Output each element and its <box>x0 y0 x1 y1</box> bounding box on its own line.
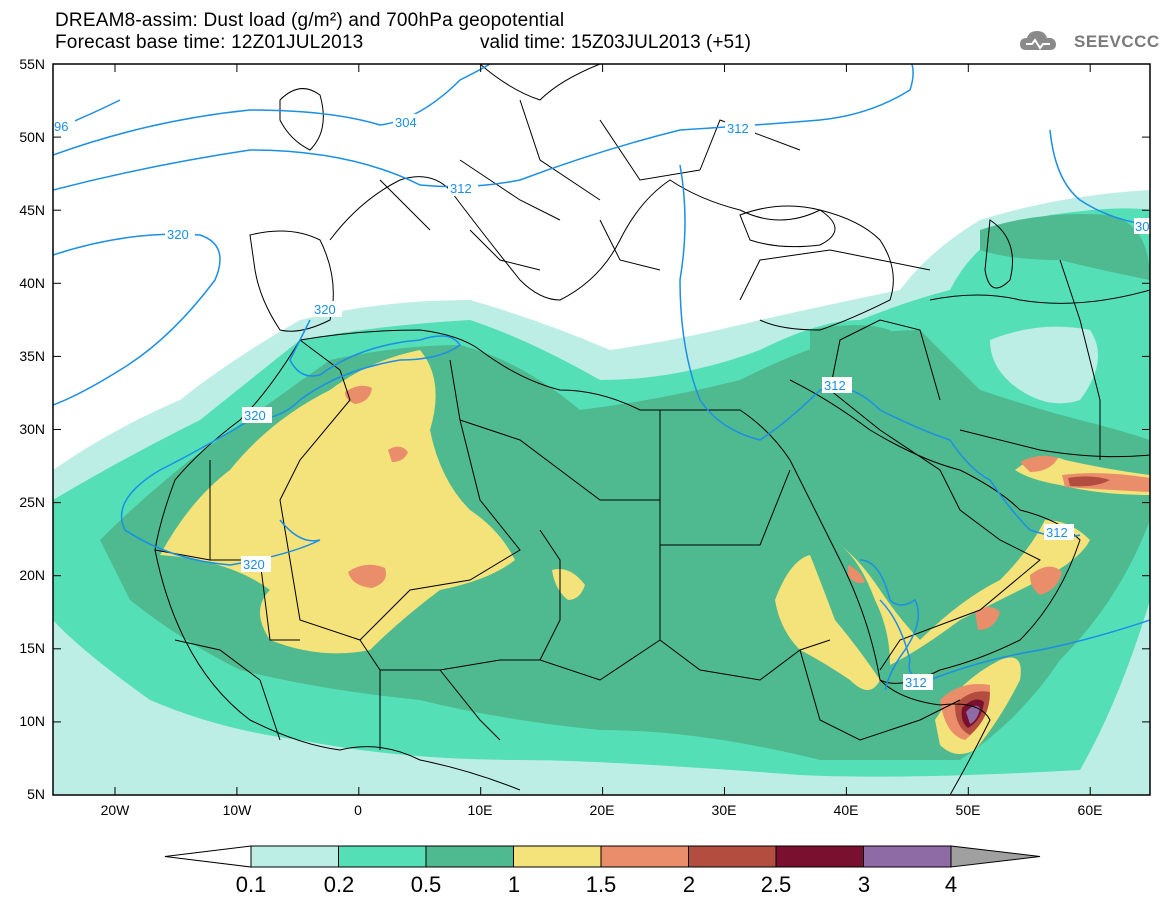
coastline-blacksea <box>739 205 836 248</box>
colorbar-labels: 0.1 0.2 0.5 1 1.5 2 2.5 3 4 <box>236 872 957 897</box>
contour-312-south <box>879 599 1150 681</box>
border-chad <box>539 529 661 681</box>
border-turkey <box>739 249 931 301</box>
cloud-icon <box>1020 31 1056 50</box>
lon-label: 60E <box>1078 802 1103 818</box>
map-title: DREAM8-assim: Dust load (g/m²) and 700hP… <box>55 10 565 31</box>
forecast-base-time: Forecast base time: 12Z01JUL2013 <box>55 32 364 53</box>
border-iran-east <box>1059 259 1101 460</box>
contour-label: 320 <box>167 227 189 242</box>
colorbar-label: 4 <box>945 872 957 897</box>
dust-level-1.5-e <box>1030 566 1062 595</box>
lat-label: 25N <box>19 494 45 510</box>
contour-label: 320 <box>243 557 265 572</box>
lon-label: 50E <box>956 802 981 818</box>
longitude-ticks <box>114 64 1091 795</box>
dust-level-1.5-d <box>848 565 865 584</box>
dust-level-1.5-h <box>1020 455 1058 472</box>
lat-label: 15N <box>19 640 45 656</box>
lon-label: 10E <box>468 802 493 818</box>
contour-312-north <box>53 64 914 191</box>
colorbar-label: 2.5 <box>761 872 792 897</box>
lon-label: 0 <box>354 802 362 818</box>
colorbar-label: 0.2 <box>324 872 355 897</box>
latitude-axis: 55N 50N 45N 40N 35N 30N 25N 20N 15N 10N … <box>19 56 1150 802</box>
colorbar-label: 3 <box>858 872 870 897</box>
border-ethiopia <box>799 649 961 741</box>
contour-label: 312 <box>727 121 749 136</box>
dust-level-1.5-f <box>975 607 1000 630</box>
contour-labels: 96 304 312 312 320 320 320 320 312 312 3… <box>53 114 1150 690</box>
lat-label: 20N <box>19 567 45 583</box>
contour-label: 320 <box>314 302 336 317</box>
longitude-axis: 20W 10W 0 10E 20E 30E 40E 50E 60E <box>101 64 1103 818</box>
contour-label: 320 <box>244 408 266 423</box>
dust-level-1.5-a <box>345 385 372 404</box>
contour-redsea-loop <box>859 559 920 691</box>
lon-label: 40E <box>834 802 859 818</box>
border-westafrica <box>154 549 281 741</box>
dust-map: 96 304 312 312 320 320 320 320 312 312 3… <box>19 56 1151 818</box>
contour-label: 312 <box>905 675 927 690</box>
lat-label: 5N <box>27 786 45 802</box>
latitude-ticks <box>53 63 1150 796</box>
colorbar-label: 0.1 <box>236 872 267 897</box>
dust-level-3 <box>966 705 980 724</box>
contour-320-morocco <box>120 319 462 566</box>
dust-level-0.1-iran-hole <box>990 326 1098 404</box>
contour-label: 96 <box>54 119 68 134</box>
dust-shading <box>53 190 1150 795</box>
border-egypt <box>659 410 791 546</box>
colorbar-label: 1 <box>508 872 520 897</box>
border-europe-internal <box>379 99 801 271</box>
logo-text: SEEVCCC <box>1074 32 1160 51</box>
lon-label: 30E <box>712 802 737 818</box>
contour-label: 312 <box>450 181 472 196</box>
dust-level-1-arabia <box>840 520 1090 665</box>
dust-level-2-gulf <box>1068 476 1110 487</box>
contour-30-east <box>1049 129 1150 226</box>
border-iraq <box>829 319 941 401</box>
dust-level-1.5-b <box>388 446 408 462</box>
dust-level-1-redsea <box>775 555 880 690</box>
lat-label: 50N <box>19 129 45 145</box>
border-saudi <box>829 389 1041 671</box>
border-sudan <box>659 545 831 681</box>
contour-label: 312 <box>1046 525 1068 540</box>
lat-label: 35N <box>19 348 45 364</box>
lon-label: 20E <box>590 802 615 818</box>
contour-label: 30 <box>1135 219 1149 234</box>
lat-label: 55N <box>19 56 45 72</box>
lon-label: 20W <box>101 802 131 818</box>
lat-label: 45N <box>19 202 45 218</box>
contour-label: 304 <box>395 115 417 130</box>
contour-304 <box>53 64 491 156</box>
contour-label: 312 <box>824 378 846 393</box>
colorbar-label: 2 <box>683 872 695 897</box>
coastline-caspian <box>984 219 1013 289</box>
seevccc-logo: SEEVCCC <box>1018 27 1160 57</box>
colorbar-label: 0.5 <box>411 872 442 897</box>
contour-320-west <box>53 233 221 406</box>
border-nigeria <box>379 669 501 750</box>
colorbar-label: 1.5 <box>586 872 617 897</box>
valid-time: valid time: 15Z03JUL2013 (+51) <box>480 32 751 53</box>
coastline-britain <box>279 88 324 151</box>
coastline-scandinavia <box>479 64 601 101</box>
coastline-africa <box>154 329 991 795</box>
dust-level-0.5-iran <box>980 214 1150 280</box>
lon-label: 10W <box>223 802 253 818</box>
dust-level-1-sahara <box>160 350 515 654</box>
lat-label: 10N <box>19 713 45 729</box>
coastline-iran <box>929 289 1150 458</box>
dust-level-1.5-c <box>348 564 387 588</box>
lat-label: 40N <box>19 275 45 291</box>
lat-label: 30N <box>19 421 45 437</box>
